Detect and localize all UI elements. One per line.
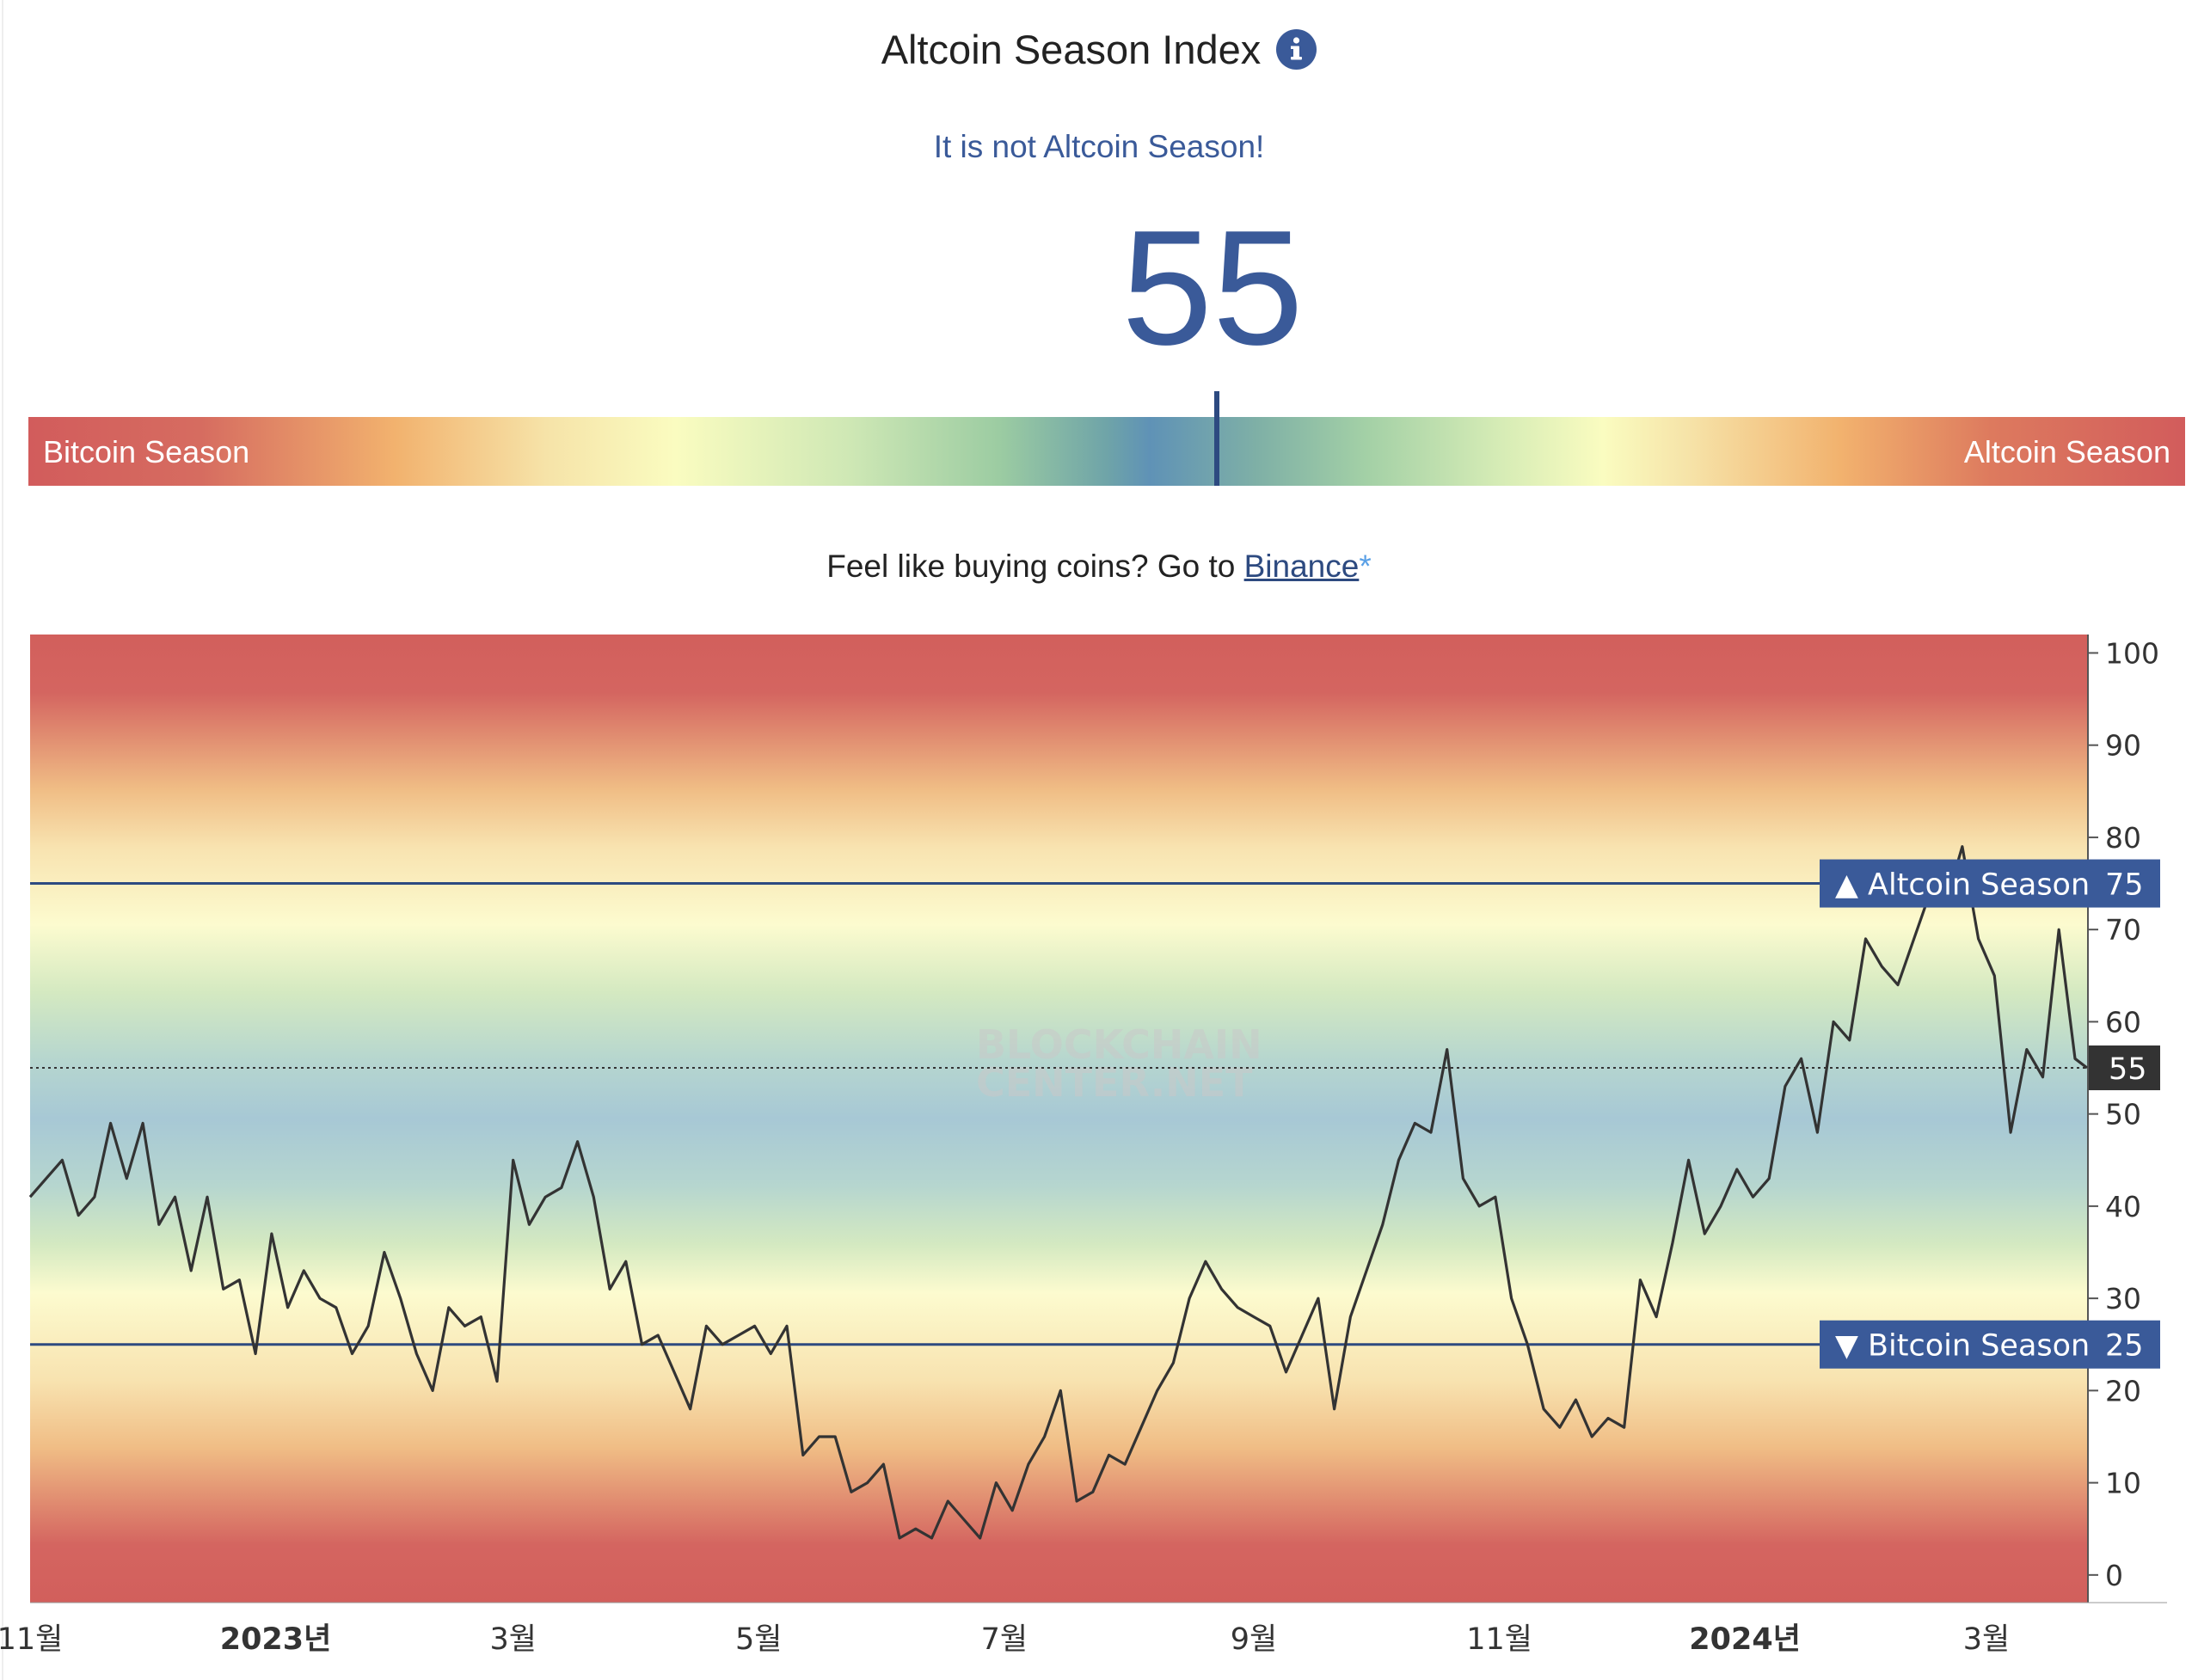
y-tick-label: 70 (2105, 913, 2141, 947)
current-value-box (2089, 1045, 2160, 1091)
x-tick-label: 3월 (1963, 1622, 2010, 1657)
x-tick-label: 3월 (489, 1622, 536, 1657)
threshold-value-label: 25 (2105, 1329, 2144, 1364)
y-tick-label: 80 (2105, 821, 2141, 855)
x-tick-label: 7월 (981, 1622, 1028, 1657)
x-tick-label: 5월 (735, 1622, 782, 1657)
season-status: It is not Altcoin Season! (933, 129, 1265, 164)
threshold-labels: ▲ Altcoin Season 75 ▼ Bitcoin Season 25 55 (1820, 859, 2160, 1369)
y-tick-label: 50 (2105, 1098, 2141, 1131)
x-tick-label: 9월 (1231, 1622, 1277, 1657)
index-value: 55 (1121, 197, 1304, 379)
chart-background (30, 635, 2087, 1603)
y-tick-label: 60 (2105, 1005, 2141, 1039)
left-border (2, 0, 3, 1680)
x-tick-label: 2024년 (1689, 1622, 1801, 1657)
x-tick-label: 11월 (1466, 1622, 1532, 1657)
y-tick-label: 0 (2105, 1559, 2123, 1592)
binance-link[interactable]: Binance (1243, 549, 1360, 584)
watermark-line-1: BLOCKCHAIN (976, 1021, 1262, 1068)
threshold-label: ▼ Bitcoin Season (1835, 1329, 2090, 1364)
header: Altcoin Season Index (0, 26, 2198, 73)
promo-text: Feel like buying coins? Go to (826, 549, 1244, 584)
y-tick-label: 30 (2105, 1282, 2141, 1315)
y-tick-label: 100 (2105, 636, 2159, 670)
y-tick-label: 90 (2105, 729, 2141, 763)
promo-asterisk: * (1359, 549, 1372, 584)
page-title: Altcoin Season Index (881, 27, 1262, 72)
y-axis: 0 10 20 30 40 50 60 70 80 90 100 (2088, 636, 2159, 1592)
threshold-value-label: 75 (2105, 868, 2144, 903)
gauge-right-label: Altcoin Season (1963, 434, 2170, 469)
threshold-label-box (1820, 859, 2160, 908)
x-tick-label: 11월 (0, 1622, 63, 1657)
y-tick-label: 20 (2105, 1374, 2141, 1407)
threshold-label-box (1820, 1320, 2160, 1369)
x-axis: 11월 2023년 3월 5월 7월 9월 11월 2024년 3월 (0, 1602, 2167, 1657)
y-tick-label: 10 (2105, 1467, 2141, 1500)
altcoin-index-chart: 0 10 20 30 40 50 60 70 80 90 100 BLOCKCHAINCENTER.… (0, 635, 2167, 1657)
gauge-left-label: Bitcoin Season (43, 434, 250, 469)
series-line (28, 845, 2088, 1540)
current-value-label: 55 (2109, 1052, 2147, 1087)
threshold-label: ▲ Altcoin Season (1835, 868, 2090, 903)
series-group (28, 845, 2088, 1540)
info-icon[interactable] (1276, 29, 1317, 70)
x-tick-label: 2023년 (220, 1622, 332, 1657)
threshold-lines (30, 882, 2087, 1346)
title-row: Altcoin Season Index (881, 26, 1317, 73)
watermark-line-2: CENTER.NET (976, 1059, 1253, 1106)
y-tick-label: 40 (2105, 1190, 2141, 1223)
info-icon-glyph (1291, 37, 1303, 60)
gauge-marker (1214, 391, 1219, 486)
promo-line: Feel like buying coins? Go to Binance* (0, 549, 2198, 585)
season-gauge-bar: Bitcoin Season Altcoin Season (28, 417, 2185, 486)
